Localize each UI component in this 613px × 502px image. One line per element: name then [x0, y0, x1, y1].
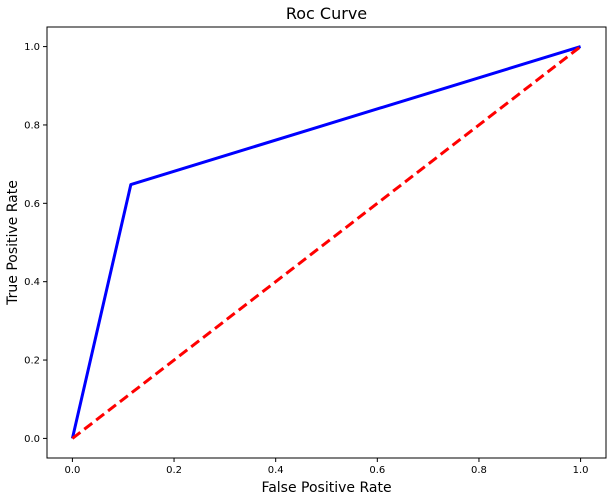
x-tick-label: 0.8 — [471, 465, 487, 476]
y-tick-label: 0.0 — [24, 434, 40, 445]
chance-diagonal-line — [71, 45, 582, 440]
y-tick-label: 0.6 — [24, 199, 40, 210]
x-axis-title: False Positive Rate — [261, 480, 391, 496]
x-tick-label: 0.2 — [166, 465, 182, 476]
y-axis: 0.0 0.2 0.4 0.6 0.8 1.0 — [24, 42, 47, 445]
x-tick-label: 0.0 — [64, 465, 80, 476]
x-tick-label: 1.0 — [573, 465, 589, 476]
plot-lines — [70, 45, 582, 440]
y-tick-label: 0.2 — [24, 356, 40, 367]
y-tick-label: 0.8 — [24, 120, 40, 131]
plot-frame — [46, 26, 607, 459]
y-tick-label: 1.0 — [24, 42, 40, 53]
y-tick-label: 0.4 — [24, 277, 40, 288]
x-tick-label: 0.4 — [268, 465, 284, 476]
y-axis-title: True Positive Rate — [5, 180, 21, 306]
roc-curve-line — [70, 45, 582, 439]
x-tick-label: 0.6 — [369, 465, 385, 476]
chart-title: Roc Curve — [286, 4, 367, 23]
x-axis: 0.0 0.2 0.4 0.6 0.8 1.0 — [64, 458, 589, 476]
